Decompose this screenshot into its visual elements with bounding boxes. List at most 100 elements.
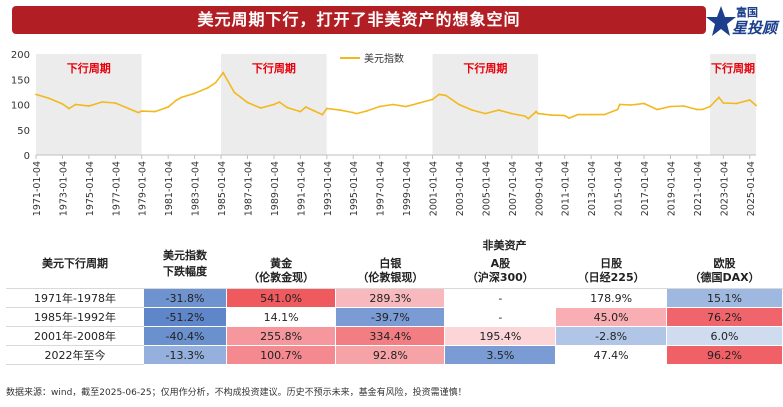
row-period: 2022年至今: [6, 345, 144, 365]
data-point: [355, 112, 358, 115]
data-point: [278, 101, 281, 103]
data-point: [669, 105, 672, 108]
row-cell: 334.4%: [335, 326, 446, 346]
data-point: [286, 106, 289, 109]
returns-table: 美元下行周期 美元指数 下跌幅度 非美资产 黄金 （伦敦金现） 白银 （伦敦银现） A股…: [6, 236, 783, 365]
data-point: [378, 105, 381, 108]
data-point: [643, 102, 645, 105]
data-point: [233, 91, 236, 94]
header-col-4: 日股 （日经225）: [555, 253, 668, 289]
data-point: [735, 102, 738, 105]
row-cell: -: [444, 288, 557, 308]
row-cell: 255.8%: [225, 326, 337, 346]
data-point: [629, 104, 632, 106]
legend-label: 美元指数: [364, 52, 404, 65]
data-point: [458, 103, 460, 106]
data-point: [87, 105, 90, 107]
y-tick-label: 0: [24, 151, 30, 162]
x-tick-label: 1987-01-04: [243, 161, 254, 216]
data-point: [438, 93, 441, 96]
data-point: [167, 106, 170, 108]
row-period: 1985年-1992年: [6, 307, 144, 327]
x-tick-label: 2025-01-04: [746, 161, 757, 216]
x-tick-label: 1999-01-04: [402, 161, 413, 216]
data-point: [174, 99, 177, 102]
data-point: [180, 96, 183, 99]
data-point: [391, 103, 394, 106]
data-point: [206, 86, 209, 89]
data-point: [563, 114, 566, 117]
x-tick-label: 1971-01-04: [32, 161, 43, 216]
header-col-5: 欧股 （德国DAX）: [666, 253, 783, 289]
data-point: [193, 92, 196, 95]
data-point: [273, 103, 275, 106]
data-point: [418, 102, 421, 104]
x-tick-label: 2019-01-04: [666, 161, 677, 216]
shade-period-4: [710, 54, 756, 155]
header-col-3: A股 （沪深300）: [444, 253, 557, 289]
data-point: [127, 107, 130, 110]
row-cell: 92.8%: [335, 345, 446, 365]
x-tick-label: 2021-01-04: [693, 161, 704, 216]
row-cell: 76.2%: [666, 307, 783, 327]
data-point: [259, 107, 262, 109]
row-cell: -: [444, 307, 557, 327]
row-dxy-change: -40.4%: [143, 326, 227, 346]
row-cell: -2.8%: [555, 326, 668, 346]
page-title: 美元周期下行，打开了非美资产的想象空间: [197, 10, 521, 29]
data-point: [656, 108, 659, 111]
data-point: [618, 103, 621, 106]
data-point: [312, 109, 315, 112]
x-tick-label: 1993-01-04: [323, 161, 334, 216]
data-point: [214, 81, 217, 84]
x-tick-label: 2005-01-04: [481, 161, 492, 216]
row-cell: 15.1%: [666, 288, 783, 308]
header-col-2: 白银 （伦敦银现）: [335, 253, 446, 289]
data-point: [68, 107, 70, 110]
data-point: [114, 102, 117, 104]
data-point: [709, 105, 712, 108]
header-col-name: 欧股: [713, 257, 736, 270]
x-tick-label: 1997-01-04: [376, 161, 387, 216]
data-point: [550, 114, 553, 117]
data-point: [61, 103, 64, 105]
data-point: [527, 117, 530, 120]
data-point: [590, 113, 593, 116]
data-point: [304, 106, 307, 108]
data-point: [718, 96, 720, 99]
data-point: [299, 110, 302, 113]
header-col-sub: （伦敦银现）: [357, 271, 424, 284]
data-point: [444, 94, 447, 97]
shade-period-3: [432, 54, 539, 155]
header-col-name: A股: [490, 257, 511, 270]
data-point: [74, 103, 77, 106]
row-cell: -39.7%: [335, 307, 446, 327]
table-row: 1985年-1992年 -51.2% 14.1% -39.7% -45.0% 76.2%: [6, 307, 783, 327]
y-tick-label: 50: [17, 126, 30, 137]
data-point: [577, 113, 579, 116]
data-point: [510, 112, 513, 115]
row-cell: 195.4%: [444, 326, 557, 346]
data-point: [101, 101, 103, 103]
data-point: [321, 113, 324, 116]
header-col-sub: （伦敦金现）: [248, 271, 315, 284]
data-point: [325, 107, 328, 110]
data-point: [497, 109, 500, 111]
data-point: [140, 110, 143, 112]
row-cell: 96.2%: [666, 345, 783, 365]
x-tick-label: 2001-01-04: [429, 161, 440, 216]
y-axis: 0 50 100 150 200: [11, 50, 30, 162]
row-cell: 3.5%: [444, 345, 557, 365]
data-point: [339, 109, 341, 111]
header-dxy: 美元指数 下跌幅度: [143, 236, 227, 289]
x-tick-label: 1983-01-04: [191, 161, 202, 216]
x-tick-label: 2013-01-04: [587, 161, 598, 216]
x-tick-label: 1995-01-04: [349, 161, 360, 216]
table-row: 1971年-1978年 -31.8% 541.0% 289.3% -178.9% 15.1…: [6, 288, 783, 308]
footer-note: 数据来源：wind，截至2025-06-25；仅用作分析，不构成投资建议。历史不…: [6, 388, 467, 398]
x-tick-label: 2009-01-04: [534, 161, 545, 216]
x-tick-label: 2011-01-04: [561, 161, 572, 216]
data-point: [722, 102, 725, 104]
data-point: [616, 108, 619, 111]
x-tick-label: 1989-01-04: [270, 161, 281, 216]
